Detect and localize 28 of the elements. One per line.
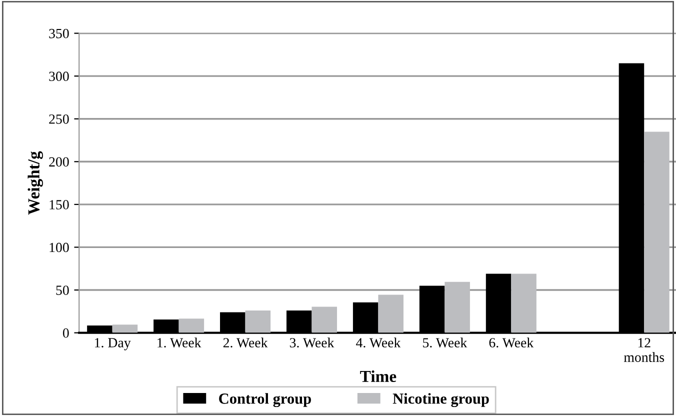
legend-label: Control group [219,393,311,408]
x-tick-label: 5. Week [423,338,468,348]
x-axis-title: Time [360,370,396,382]
x-tick-label: 3. Week [290,338,334,348]
y-tick-label: 0 [62,328,69,338]
legend-label: Nicotine group [392,393,489,408]
y-tick-label: 350 [49,28,69,38]
bar [245,310,271,333]
x-tick-label: 4. Week [356,338,401,348]
bar [378,294,404,333]
y-axis-title: Weight/g [28,151,43,215]
bar [444,282,470,333]
y-tick-label: 100 [50,242,69,252]
y-tick-label: 150 [50,200,69,210]
y-tick-label: 200 [49,157,69,167]
x-tick-label: 1. Day [95,338,131,350]
x-tick-label: 2. Week [223,338,268,348]
y-tick-label: 250 [49,114,69,124]
x-tick-label: 6. Week [489,338,534,348]
y-tick-label: 300 [49,72,69,82]
x-tick-label: 1. Week [158,338,202,348]
bar [312,306,338,333]
x-tick-label: 12 months [624,338,664,362]
y-tick-label: 50 [56,286,69,295]
bar [644,132,670,333]
bar [178,318,204,333]
bar [112,324,138,333]
bar [511,274,536,333]
